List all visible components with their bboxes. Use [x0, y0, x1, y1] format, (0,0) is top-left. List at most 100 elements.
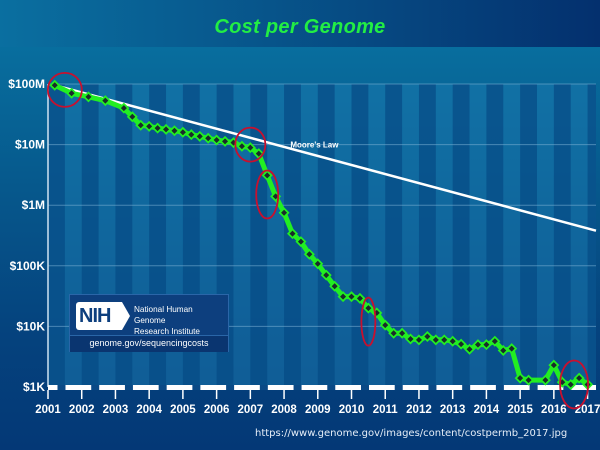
data-point: [297, 238, 304, 245]
x-tick-label: 2010: [339, 404, 365, 416]
data-point: [213, 137, 220, 144]
data-point: [255, 150, 262, 157]
y-tick-label: $10M: [15, 138, 45, 152]
data-point: [314, 260, 321, 267]
data-point: [331, 283, 338, 290]
x-tick-label: 2003: [103, 404, 129, 416]
x-axis: 2001 2002 2003 2004 2005 2006 2007 2008 2009 2010…: [35, 385, 600, 416]
data-point: [365, 305, 372, 312]
data-point: [567, 381, 574, 388]
data-point: [196, 133, 203, 140]
x-axis-gap: [192, 385, 201, 390]
x-axis-gap: [91, 385, 100, 390]
data-point: [146, 123, 153, 130]
data-point: [102, 97, 109, 104]
institute-name: National Human Genome Research Institute: [134, 304, 226, 337]
data-point: [491, 338, 498, 345]
data-point: [517, 375, 524, 382]
x-axis-gap: [394, 385, 403, 390]
year-band: [351, 84, 369, 387]
x-tick-label: 2006: [204, 404, 230, 416]
year-band: [553, 84, 571, 387]
data-point: [542, 377, 549, 384]
data-point: [154, 125, 161, 132]
data-point: [382, 322, 389, 329]
x-tick-label: 2013: [440, 404, 466, 416]
x-tick-label: 2002: [69, 404, 95, 416]
data-point: [458, 341, 465, 348]
data-point: [238, 143, 245, 150]
data-point: [68, 90, 75, 97]
x-tick-label: 2001: [35, 404, 61, 416]
highlight-circle: [255, 169, 280, 220]
data-point: [171, 127, 178, 134]
moores-law-label: Moore's Law: [290, 140, 339, 149]
title-band: [0, 0, 600, 47]
data-point: [163, 126, 170, 133]
nih-chevron-icon: [122, 302, 130, 330]
data-point: [449, 338, 456, 345]
year-band: [452, 84, 470, 387]
x-axis-gap: [57, 385, 66, 390]
data-point: [399, 330, 406, 337]
x-axis-gap: [529, 385, 538, 390]
data-point: [306, 251, 313, 258]
data-point: [407, 335, 414, 342]
x-tick-label: 2005: [170, 404, 196, 416]
data-point: [508, 345, 515, 352]
x-axis-gap: [563, 385, 572, 390]
year-band: [587, 84, 596, 387]
data-point: [483, 341, 490, 348]
data-point: [415, 336, 422, 343]
x-axis-gap: [259, 385, 268, 390]
data-point: [289, 230, 296, 237]
chart-title: Cost per Genome: [214, 16, 386, 38]
x-tick-label: 2007: [238, 404, 264, 416]
data-point: [340, 293, 347, 300]
x-axis-gap: [495, 385, 504, 390]
data-point: [390, 330, 397, 337]
x-tick-label: 2004: [136, 404, 162, 416]
y-tick-label: $100K: [10, 259, 46, 273]
institute-name-line1: National Human Genome: [134, 305, 193, 325]
data-point: [356, 295, 363, 302]
x-tick-label: 2016: [541, 404, 567, 416]
x-axis-gap: [428, 385, 437, 390]
data-point: [466, 346, 473, 353]
highlight-circle: [234, 126, 267, 163]
logo-url[interactable]: genome.gov/sequencingcosts: [89, 338, 209, 348]
x-axis-baseline: [48, 385, 596, 390]
source-url[interactable]: https://www.genome.gov/images/content/co…: [255, 428, 568, 439]
x-axis-gap: [293, 385, 302, 390]
data-point: [51, 82, 58, 89]
data-point: [323, 272, 330, 279]
year-band: [418, 84, 436, 387]
year-band: [385, 84, 403, 387]
x-axis-gap: [360, 385, 369, 390]
x-axis-gap: [327, 385, 336, 390]
year-band: [486, 84, 504, 387]
x-tick-label: 2008: [271, 404, 297, 416]
nih-logo-box: NIH National Human Genome Research Insti…: [69, 294, 229, 352]
data-point: [474, 341, 481, 348]
data-point: [137, 122, 144, 129]
highlight-circle: [360, 296, 377, 347]
data-point: [432, 336, 439, 343]
moores-law-series: [54, 84, 597, 232]
x-axis-gap: [462, 385, 471, 390]
y-tick-label: $100M: [8, 77, 45, 91]
highlight-circle: [46, 71, 83, 108]
logo-url-bar: genome.gov/sequencingcosts: [70, 335, 228, 352]
nih-mark-text: NIH: [79, 305, 111, 327]
x-tick-label: 2014: [474, 404, 500, 416]
data-point: [550, 362, 557, 369]
data-point: [348, 293, 355, 300]
year-band: [48, 84, 65, 387]
year-band: [317, 84, 335, 387]
data-point: [264, 172, 271, 179]
y-tick-label: $1M: [22, 198, 45, 212]
x-tick-label: 2009: [305, 404, 331, 416]
x-axis-gap: [158, 385, 167, 390]
